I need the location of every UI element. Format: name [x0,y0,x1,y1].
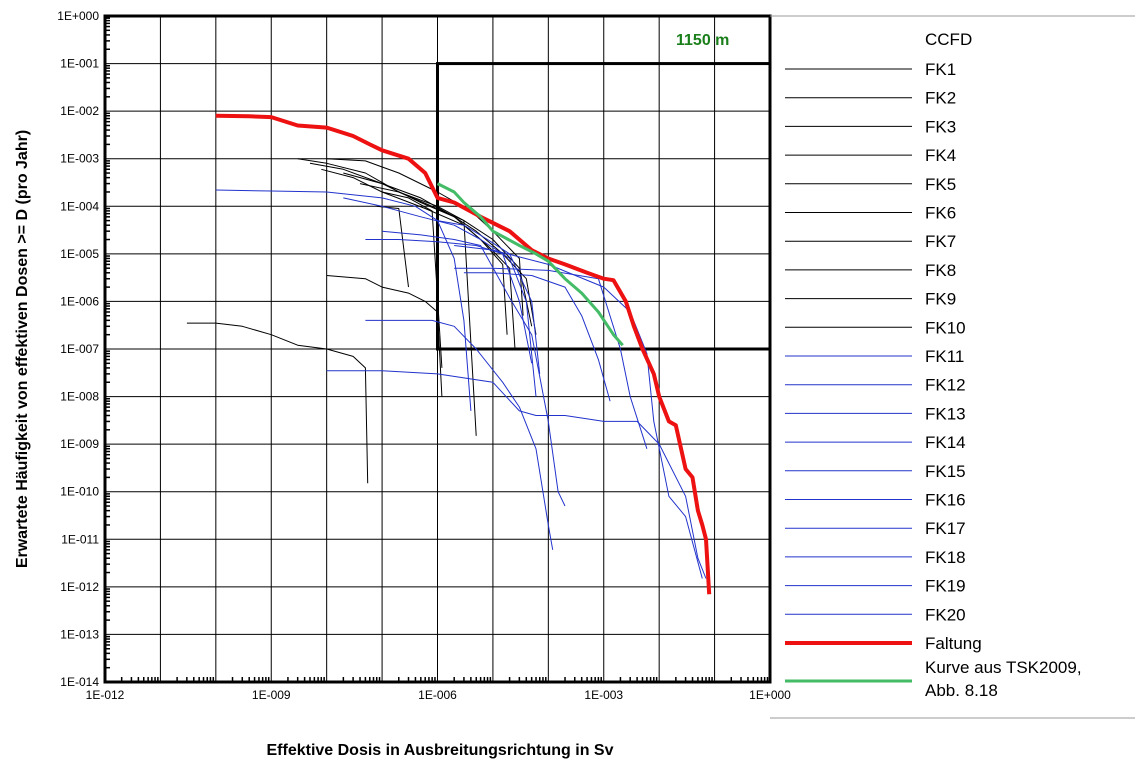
series-line-fk9 [326,275,443,397]
data-series [186,113,712,595]
legend-label: Kurve aus TSK2009, [925,658,1082,677]
legend-label: FK4 [925,146,956,165]
series-line-fk12 [343,197,537,397]
y-tick-label: 1E-002 [60,104,99,118]
y-tick-label: 1E-009 [60,437,99,451]
y-tick-label: 1E-004 [60,199,99,213]
series-line-fk4 [326,158,524,316]
y-tick-label: 1E-005 [60,247,99,261]
series-line-fk10 [186,322,369,484]
series-line-fk15 [437,220,541,374]
x-tick-label: 1E-012 [86,688,125,702]
y-tick-label: 1E-003 [60,152,99,166]
x-tick-label: 1E+000 [749,688,791,702]
legend-label: FK15 [925,462,966,481]
series-line-fk19 [454,245,703,579]
y-tick-label: 1E-011 [61,532,99,546]
y-tick-label: 1E-014 [60,675,99,689]
legend-label: FK18 [925,548,966,567]
legend: CCFD FK1 FK2 FK3 FK4 FK5 FK6 FK7 FK8 FK9 FK10 FK11 F… [770,15,1135,719]
series-line-fk6 [359,183,477,436]
y-tick-label: 1E+000 [57,9,99,23]
legend-label: FK1 [925,60,956,79]
legend-label: FK14 [925,433,966,452]
legend-label: FK16 [925,491,966,510]
legend-label: FK8 [925,261,956,280]
legend-label: FK7 [925,232,956,251]
series-line-fk16 [365,319,554,550]
legend-label: Faltung [925,634,982,653]
legend-title: CCFD [925,30,972,49]
x-tick-label: 1E-006 [418,688,457,702]
legend-label: FK10 [925,318,966,337]
y-tick-label: 1E-010 [60,485,99,499]
series-line-fk1 [297,158,533,327]
y-axis-title: Erwartete Häufigkeit von effektiven Dose… [14,130,31,568]
y-tick-label: 1E-007 [60,342,99,356]
legend-label: FK20 [925,605,966,624]
series-line-fk20 [326,370,707,579]
legend-label: FK17 [925,519,966,538]
series-line-fk8 [376,205,409,288]
series-line-kurve [436,182,624,347]
y-tick-label: 1E-012 [60,580,99,594]
x-axis-title: Effektive Dosis in Ausbreitungsrichtung … [266,742,613,759]
distance-annotation: 1150 m [676,32,729,49]
legend-label-line2: Abb. 8.18 [925,681,998,700]
series-line-faltung [215,113,712,595]
legend-label: FK13 [925,404,966,423]
plot-frame [103,14,772,684]
x-tick-label: 1E-009 [252,688,291,702]
legend-label: FK9 [925,290,956,309]
series-line-fk13 [365,239,533,364]
series-line-fk7 [381,191,443,368]
series-line-fk14 [382,230,566,507]
legend-label: FK19 [925,577,966,596]
legend-label: FK6 [925,204,956,223]
legend-label: FK3 [925,117,956,136]
legend-label: FK5 [925,175,956,194]
legend-label: FK11 [925,347,964,366]
x-tick-label: 1E-003 [584,688,623,702]
series-line-fk3 [321,168,516,350]
legend-label: FK12 [925,376,966,395]
series-line-fk5 [343,172,508,335]
y-tick-label: 1E-001 [60,57,99,71]
legend-label: FK2 [925,89,956,108]
series-line-fk11 [215,189,472,411]
axis-ticks: 1E-012 1E-009 1E-006 1E-003 1E+000 1E+000 1E-0… [57,9,791,702]
series-line-fk17 [463,272,611,402]
y-tick-label: 1E-013 [60,627,99,641]
y-tick-label: 1E-006 [60,294,99,308]
y-tick-label: 1E-008 [60,390,99,404]
